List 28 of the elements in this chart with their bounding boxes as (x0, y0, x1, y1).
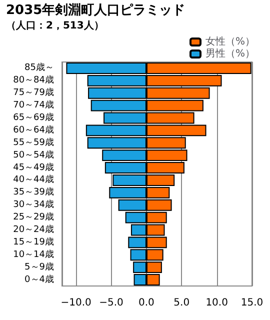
x-tick-label: 10.0 (206, 298, 228, 308)
x-tick-label: 5.0 (174, 298, 190, 308)
chart-subtitle: （人口：2，513人） (6, 20, 104, 32)
legend-label: 女性（%） (206, 36, 256, 48)
y-tick-label: 50～54歳 (13, 149, 54, 160)
y-tick-label: 65～69歳 (13, 112, 54, 123)
chart-title: 2035年剣淵町人口ピラミッド (6, 3, 186, 18)
y-tick-label: 40～44歳 (13, 174, 54, 186)
y-tick-label: 55～59歳 (13, 136, 54, 148)
y-tick-label: 35～39歳 (13, 186, 54, 198)
y-tick-label: 0～4歳 (24, 274, 54, 285)
x-tick-label: 0.0 (138, 298, 154, 308)
y-tick-label: 10～14歳 (13, 248, 54, 260)
y-tick-label: 30～34歳 (13, 199, 54, 210)
y-tick-label: 85歳～ (24, 62, 54, 74)
x-tick-label: −5.0 (99, 298, 124, 308)
y-tick-label: 20～24歳 (13, 224, 54, 235)
y-tick-label: 70～74歳 (13, 100, 54, 111)
legend-label: 男性（%） (206, 48, 256, 60)
y-tick-label: 25～29歳 (13, 212, 54, 223)
y-tick-label: 45～49歳 (13, 162, 54, 173)
y-tick-label: 75～79歳 (13, 87, 54, 98)
y-tick-label: 5～9歳 (24, 261, 54, 272)
x-tick-label: −10.0 (60, 298, 92, 308)
y-tick-label: 80～84歳 (13, 74, 54, 86)
y-tick-label: 15～19歳 (13, 236, 54, 248)
x-tick-label: 15.0 (240, 298, 264, 308)
y-tick-label: 60～64歳 (13, 124, 54, 136)
